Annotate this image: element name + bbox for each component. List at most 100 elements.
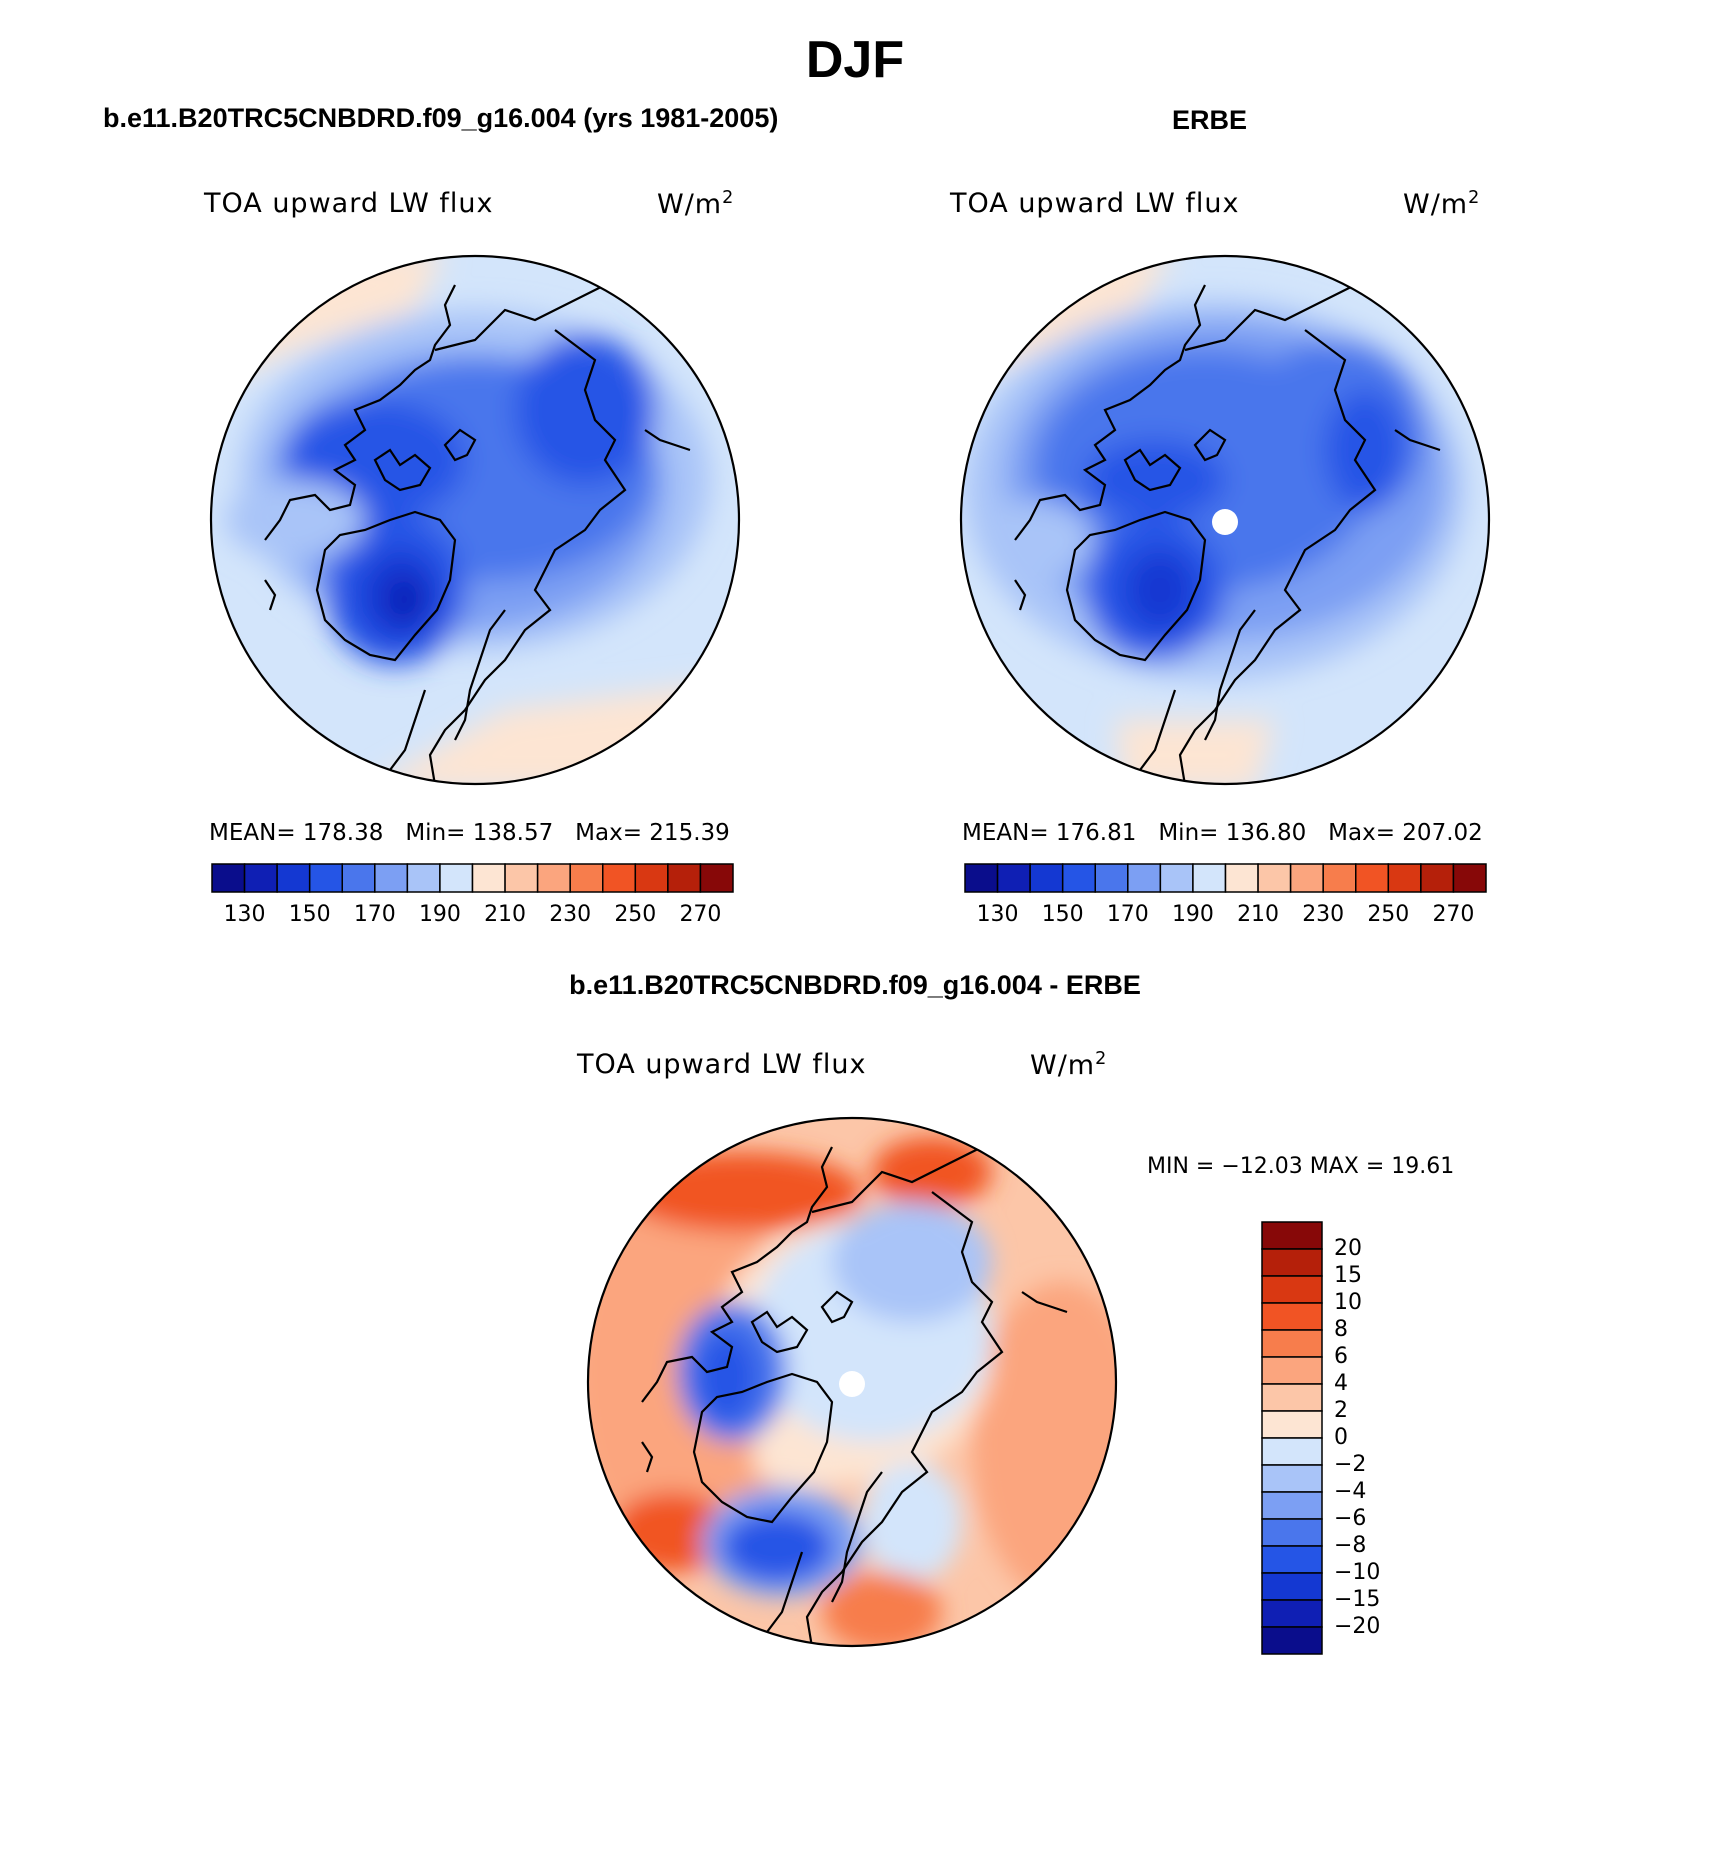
colorbar-tick-label: 230 bbox=[1302, 902, 1345, 927]
colorbar-swatch bbox=[308, 863, 343, 893]
colorbar-tick-label: 190 bbox=[1171, 902, 1214, 927]
colorbar-tick-label: 270 bbox=[1432, 902, 1475, 927]
colorbar-swatch bbox=[276, 863, 311, 893]
colorbar-swatch bbox=[1261, 1545, 1323, 1574]
colorbar-tick-label: −10 bbox=[1334, 1560, 1381, 1585]
right-colorbar bbox=[964, 863, 1487, 893]
colorbar-swatch bbox=[569, 863, 604, 893]
right-panel-title: ERBE bbox=[1172, 105, 1248, 135]
colorbar-tick-label: 210 bbox=[484, 902, 527, 927]
colorbar-swatch bbox=[1261, 1572, 1323, 1601]
left-coastlines bbox=[264, 264, 691, 784]
colorbar-swatch bbox=[1261, 1599, 1323, 1628]
colorbar-tick-label: 230 bbox=[549, 902, 592, 927]
colorbar-swatch bbox=[1261, 1626, 1323, 1655]
colorbar-swatch bbox=[1261, 1410, 1323, 1439]
colorbar-swatch bbox=[1261, 1302, 1323, 1331]
colorbar-swatch bbox=[634, 863, 669, 893]
colorbar-swatch bbox=[1127, 863, 1162, 893]
colorbar-tick-label: 250 bbox=[614, 902, 657, 927]
right-polar-map bbox=[959, 254, 1491, 786]
colorbar-swatch bbox=[1061, 863, 1096, 893]
colorbar-tick-label: −6 bbox=[1334, 1506, 1367, 1531]
colorbar-tick-label: 250 bbox=[1367, 902, 1410, 927]
colorbar-tick-label: −2 bbox=[1334, 1452, 1367, 1477]
colorbar-swatch bbox=[1261, 1518, 1323, 1547]
colorbar-swatch bbox=[699, 863, 734, 893]
diff-polar-map bbox=[586, 1116, 1118, 1648]
left-variable-label: TOA upward LW flux bbox=[204, 188, 494, 219]
colorbar-tick-label: 170 bbox=[353, 902, 396, 927]
colorbar-swatch bbox=[1261, 1248, 1323, 1277]
colorbar-tick-label: 150 bbox=[1041, 902, 1084, 927]
right-variable-label: TOA upward LW flux bbox=[950, 188, 1240, 219]
colorbar-swatch bbox=[1257, 863, 1292, 893]
colorbar-swatch bbox=[1261, 1329, 1323, 1358]
right-coastlines bbox=[1014, 264, 1441, 784]
diff-minmax: MIN = −12.03 MAX = 19.61 bbox=[1147, 1154, 1455, 1179]
colorbar-swatch bbox=[1261, 1275, 1323, 1304]
colorbar-swatch bbox=[1420, 863, 1455, 893]
colorbar-tick-label: 130 bbox=[976, 902, 1019, 927]
right-pole-missing-data bbox=[1212, 509, 1238, 535]
colorbar-tick-label: 15 bbox=[1334, 1263, 1362, 1288]
colorbar-swatch bbox=[1094, 863, 1129, 893]
colorbar-tick-label: −8 bbox=[1334, 1533, 1367, 1558]
colorbar-swatch bbox=[243, 863, 278, 893]
right-stats: MEAN= 176.81 Min= 136.80 Max= 207.02 bbox=[962, 820, 1483, 846]
colorbar-swatch bbox=[996, 863, 1031, 893]
colorbar-tick-label: 190 bbox=[418, 902, 461, 927]
colorbar-swatch bbox=[1289, 863, 1324, 893]
colorbar-swatch bbox=[471, 863, 506, 893]
colorbar-swatch bbox=[1261, 1491, 1323, 1520]
colorbar-tick-label: 6 bbox=[1334, 1344, 1348, 1369]
colorbar-tick-label: 10 bbox=[1334, 1290, 1362, 1315]
colorbar-swatch bbox=[1261, 1221, 1323, 1250]
colorbar-swatch bbox=[1387, 863, 1422, 893]
left-colorbar bbox=[211, 863, 734, 893]
left-polar-map bbox=[209, 254, 741, 786]
colorbar-swatch bbox=[1224, 863, 1259, 893]
colorbar-tick-label: −15 bbox=[1334, 1587, 1381, 1612]
colorbar-swatch bbox=[1261, 1464, 1323, 1493]
colorbar-swatch bbox=[1192, 863, 1227, 893]
colorbar-tick-label: 4 bbox=[1334, 1371, 1348, 1396]
colorbar-swatch bbox=[341, 863, 376, 893]
colorbar-swatch bbox=[211, 863, 246, 893]
diff-variable-label: TOA upward LW flux bbox=[577, 1049, 867, 1080]
colorbar-swatch bbox=[1261, 1437, 1323, 1466]
colorbar-tick-label: 20 bbox=[1334, 1236, 1362, 1261]
colorbar-swatch bbox=[667, 863, 702, 893]
colorbar-tick-label: 270 bbox=[679, 902, 722, 927]
colorbar-swatch bbox=[504, 863, 539, 893]
colorbar-tick-label: 210 bbox=[1237, 902, 1280, 927]
colorbar-swatch bbox=[964, 863, 999, 893]
colorbar-swatch bbox=[406, 863, 441, 893]
colorbar-swatch bbox=[1355, 863, 1390, 893]
colorbar-tick-label: 0 bbox=[1334, 1425, 1348, 1450]
right-units-label: W/m2 bbox=[1403, 188, 1481, 220]
colorbar-tick-label: 130 bbox=[223, 902, 266, 927]
colorbar-swatch bbox=[1322, 863, 1357, 893]
colorbar-tick-label: 8 bbox=[1334, 1317, 1348, 1342]
colorbar-swatch bbox=[1452, 863, 1487, 893]
left-stats: MEAN= 178.38 Min= 138.57 Max= 215.39 bbox=[209, 820, 730, 846]
left-panel-title: b.e11.B20TRC5CNBDRD.f09_g16.004 (yrs 198… bbox=[103, 103, 779, 133]
diff-units-label: W/m2 bbox=[1030, 1049, 1108, 1081]
colorbar-tick-label: −20 bbox=[1334, 1614, 1381, 1639]
colorbar-swatch bbox=[374, 863, 409, 893]
colorbar-swatch bbox=[439, 863, 474, 893]
colorbar-tick-label: 150 bbox=[288, 902, 331, 927]
colorbar-tick-label: 170 bbox=[1106, 902, 1149, 927]
diff-colorbar bbox=[1261, 1221, 1323, 1655]
diff-panel-title: b.e11.B20TRC5CNBDRD.f09_g16.004 - ERBE bbox=[569, 970, 1141, 1000]
figure-title: DJF bbox=[805, 31, 905, 89]
colorbar-tick-label: −4 bbox=[1334, 1479, 1367, 1504]
colorbar-swatch bbox=[1159, 863, 1194, 893]
diff-pole-missing-data bbox=[839, 1371, 865, 1397]
colorbar-tick-label: 2 bbox=[1334, 1398, 1348, 1423]
colorbar-swatch bbox=[602, 863, 637, 893]
colorbar-swatch bbox=[1261, 1356, 1323, 1385]
colorbar-swatch bbox=[536, 863, 571, 893]
colorbar-swatch bbox=[1261, 1383, 1323, 1412]
